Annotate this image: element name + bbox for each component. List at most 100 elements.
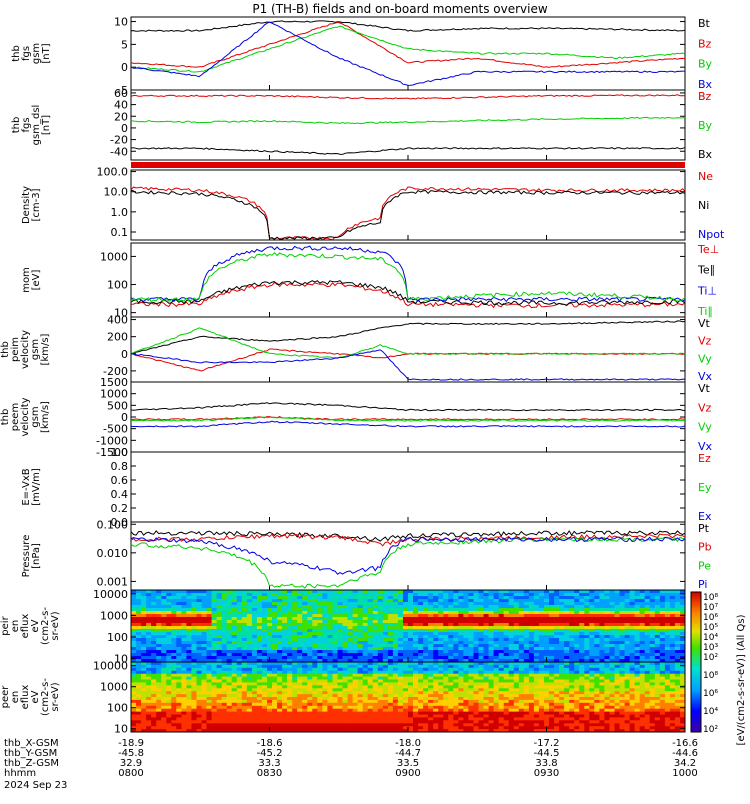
spectrogram-cell: [489, 706, 494, 709]
spectrogram-cell: [353, 688, 358, 691]
spectrogram-cell: [554, 641, 559, 644]
spectrogram-cell: [222, 650, 227, 653]
spectrogram-cell: [479, 694, 484, 697]
spectrogram-cell: [589, 596, 594, 599]
spectrogram-cell: [368, 623, 373, 626]
spectrogram-cell: [287, 620, 292, 623]
spectrogram-cell: [610, 617, 615, 620]
spectrogram-cell: [468, 706, 473, 709]
spectrogram-cell: [514, 715, 519, 718]
spectrogram-cell: [378, 623, 383, 626]
spectrogram-cell: [484, 638, 489, 641]
spectrogram-cell: [509, 632, 514, 635]
spectrogram-cell: [645, 626, 650, 629]
spectrogram-cell: [458, 723, 463, 726]
spectrogram-cell: [670, 638, 675, 641]
spectrogram-cell: [418, 709, 423, 712]
spectrogram-cell: [156, 611, 161, 614]
spectrogram-cell: [499, 596, 504, 599]
spectrogram-cell: [408, 691, 413, 694]
spectrogram-cell: [363, 626, 368, 629]
spectrogram-cell: [237, 709, 242, 712]
spectrogram-cell: [534, 605, 539, 608]
spectrogram-cell: [151, 720, 156, 723]
spectrogram-cell: [398, 720, 403, 723]
spectrogram-cell: [207, 620, 212, 623]
spectrogram-cell: [463, 665, 468, 668]
spectrogram-cell: [423, 665, 428, 668]
spectrogram-cell: [368, 703, 373, 706]
spectrogram-cell: [539, 599, 544, 602]
spectrogram-cell: [247, 629, 252, 632]
spectrogram-cell: [312, 638, 317, 641]
spectrogram-cell: [312, 635, 317, 638]
spectrogram-cell: [176, 650, 181, 653]
spectrogram-cell: [171, 593, 176, 596]
spectrogram-cell: [222, 656, 227, 659]
spectrogram-cell: [368, 611, 373, 614]
spectrogram-cell: [468, 723, 473, 726]
spectrogram-cell: [484, 717, 489, 720]
spectrogram-cell: [242, 614, 247, 617]
spectrogram-cell: [358, 611, 363, 614]
spectrogram-cell: [458, 590, 463, 593]
spectrogram-cell: [343, 614, 348, 617]
spectrogram-cell: [574, 641, 579, 644]
spectrogram-cell: [635, 638, 640, 641]
spectrogram-cell: [247, 653, 252, 656]
spectrogram-cell: [549, 691, 554, 694]
spectrogram-cell: [559, 700, 564, 703]
spectrogram-cell: [433, 680, 438, 683]
spectrogram-cell: [494, 608, 499, 611]
spectrogram-cell: [207, 720, 212, 723]
spectrogram-cell: [338, 656, 343, 659]
spectrogram-cell: [333, 706, 338, 709]
spectrogram-cell: [322, 620, 327, 623]
spectrogram-cell: [166, 680, 171, 683]
spectrogram-cell: [499, 703, 504, 706]
spectrogram-cell: [383, 590, 388, 593]
spectrogram-cell: [197, 694, 202, 697]
spectrogram-cell: [529, 593, 534, 596]
spectrogram-cell: [353, 709, 358, 712]
spectrogram-cell: [529, 700, 534, 703]
spectrogram-cell: [338, 590, 343, 593]
spectrogram-cell: [625, 602, 630, 605]
spectrogram-cell: [529, 691, 534, 694]
spectrogram-cell: [463, 635, 468, 638]
legend-ey: Ey: [698, 481, 712, 494]
spectrogram-cell: [343, 674, 348, 677]
spectrogram-cell: [413, 590, 418, 593]
spectrogram-cell: [227, 656, 232, 659]
spectrogram-cell: [171, 709, 176, 712]
spectrogram-cell: [438, 614, 443, 617]
spectrogram-cell: [443, 626, 448, 629]
spectrogram-cell: [317, 715, 322, 718]
spectrogram-cell: [151, 644, 156, 647]
spectrogram-cell: [317, 700, 322, 703]
spectrogram-cell: [554, 706, 559, 709]
spectrogram-cell: [393, 656, 398, 659]
spectrogram-cell: [509, 674, 514, 677]
spectrogram-cell: [141, 641, 146, 644]
spectrogram-cell: [640, 638, 645, 641]
y-axis-label-line: [eV]: [31, 270, 42, 291]
spectrogram-cell: [302, 593, 307, 596]
spectrogram-cell: [453, 682, 458, 685]
spectrogram-cell: [660, 653, 665, 656]
spectrogram-cell: [519, 656, 524, 659]
spectrogram-cell: [504, 709, 509, 712]
spectrogram-cell: [474, 650, 479, 653]
spectrogram-cell: [559, 688, 564, 691]
spectrogram-cell: [292, 653, 297, 656]
spectrogram-cell: [610, 596, 615, 599]
spectrogram-cell: [463, 656, 468, 659]
spectrogram-cell: [640, 656, 645, 659]
spectrogram-cell: [413, 674, 418, 677]
spectrogram-cell: [322, 638, 327, 641]
spectrogram-cell: [141, 691, 146, 694]
spectrogram-cell: [665, 593, 670, 596]
spectrogram-cell: [297, 712, 302, 715]
spectrogram-cell: [393, 665, 398, 668]
spectrogram-cell: [635, 641, 640, 644]
